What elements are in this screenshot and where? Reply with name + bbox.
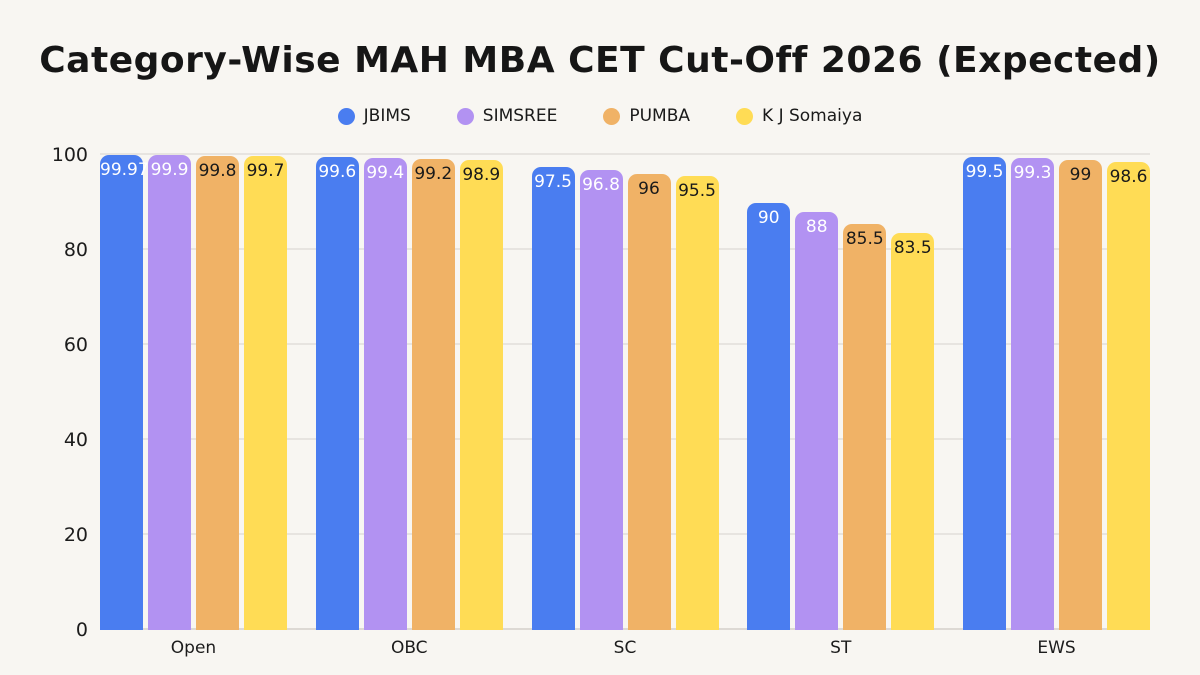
y-tick-label: 20: [63, 524, 88, 546]
bar-simsree-obc: 99.4: [363, 157, 407, 630]
gridline: [100, 533, 1150, 535]
bar-jbims-ews: 99.5: [963, 157, 1006, 630]
legend-item: JBIMS: [337, 106, 411, 126]
bar-simsree-open: 99.9: [148, 155, 191, 630]
bar-group-obc: 99.6 99.4 99.2 98.9 OBC: [315, 155, 503, 658]
bar-k-j-somaiya-ews: 98.6: [1107, 161, 1150, 630]
x-axis-line: [100, 628, 1150, 630]
bar-group-ews: 99.5 99.3 99 98.6 EWS: [963, 155, 1150, 658]
bar-pumba-ews: 99: [1059, 159, 1102, 630]
y-tick-label: 0: [75, 619, 88, 641]
y-tick-label: 40: [63, 429, 88, 451]
y-tick-label: 80: [63, 239, 88, 261]
bar-k-j-somaiya-obc: 98.9: [459, 160, 503, 630]
legend-color-dot: [603, 107, 621, 125]
bar-value-label: 99: [1069, 164, 1092, 185]
bar-pumba-st: 85.5: [843, 223, 887, 630]
bar-jbims-obc: 99.6: [315, 156, 359, 630]
bar-value-label: 98.6: [1109, 166, 1148, 187]
y-axis: 0 20 40 60 80 100: [0, 144, 88, 641]
bar-value-label: 98.9: [462, 165, 501, 186]
bar-k-j-somaiya-open: 99.7: [244, 156, 287, 630]
chart-title: Category-Wise MAH MBA CET Cut-Off 2026 (…: [39, 40, 1161, 81]
bar-value-label: 97.5: [534, 171, 572, 192]
category-label-ews: EWS: [1037, 638, 1076, 658]
bar-simsree-st: 88: [795, 212, 839, 630]
bar-pumba-obc: 99.2: [411, 158, 455, 630]
bar-k-j-somaiya-st: 83.5: [891, 233, 935, 630]
bar-value-label: 99.9: [150, 160, 189, 181]
category-label-st: ST: [830, 638, 852, 658]
bar-simsree-sc: 96.8: [579, 170, 623, 630]
gridline: [100, 248, 1150, 250]
gridline: [100, 438, 1150, 440]
bar-jbims-open: 99.97: [100, 155, 149, 630]
legend: JBIMS SIMSREE PUMBA K J Somaiya: [0, 106, 1200, 126]
bar-value-label: 99.2: [414, 163, 453, 184]
bar-group-st: 90 88 85.5 83.5 ST: [747, 155, 935, 658]
legend-item: SIMSREE: [456, 106, 558, 126]
legend-label: PUMBA: [629, 106, 691, 126]
bar-value-label: 96.8: [582, 175, 620, 196]
legend-item: PUMBA: [603, 106, 690, 126]
legend-color-dot: [337, 107, 355, 125]
bar-value-label: 95.5: [678, 181, 716, 202]
legend-item: K J Somaiya: [736, 106, 862, 126]
bar-value-label: 85.5: [845, 228, 884, 249]
bar-value-label: 96: [638, 179, 660, 199]
bar-value-label: 99.97: [100, 160, 149, 181]
bar-value-label: 83.5: [893, 238, 932, 259]
bar-jbims-st: 90: [747, 202, 791, 630]
legend-label: JBIMS: [363, 106, 411, 126]
bar-value-label: 99.6: [318, 161, 357, 182]
bar-pumba-sc: 96: [627, 174, 671, 630]
legend-color-dot: [736, 107, 754, 125]
bar-value-label: 99.3: [1013, 163, 1052, 184]
category-label-open: Open: [170, 638, 217, 658]
category-label-sc: SC: [613, 638, 637, 658]
bar-value-label: 88: [805, 217, 828, 237]
legend-label: K J Somaiya: [762, 106, 863, 126]
bar-value-label: 90: [757, 207, 780, 228]
bar-value-label: 99.5: [965, 162, 1004, 183]
bar-group-open: 99.97 99.9 99.8 99.7 Open: [100, 155, 287, 658]
plot-area: 99.97 99.9 99.8 99.7 Open 99.6 99.4 99.2 98.9 OBC…: [100, 153, 1150, 658]
legend-color-dot: [456, 107, 474, 125]
y-tick-label: 60: [63, 334, 88, 356]
bar-value-label: 99.4: [366, 162, 405, 183]
bar-k-j-somaiya-sc: 95.5: [675, 176, 719, 630]
gridline: [100, 153, 1150, 155]
bar-groups: 99.97 99.9 99.8 99.7 Open 99.6 99.4 99.2 98.9 OBC…: [100, 155, 1150, 658]
bar-simsree-ews: 99.3: [1011, 158, 1054, 630]
y-tick-label: 100: [51, 144, 88, 166]
gridline: [100, 343, 1150, 345]
bar-group-sc: 97.5 96.8 96 95.5 SC: [531, 155, 719, 658]
bar-pumba-open: 99.8: [196, 155, 239, 630]
legend-label: SIMSREE: [482, 106, 558, 126]
bar-value-label: 99.7: [246, 161, 285, 182]
bar-jbims-sc: 97.5: [531, 166, 575, 630]
category-label-obc: OBC: [390, 638, 428, 658]
bar-value-label: 99.8: [198, 160, 237, 181]
